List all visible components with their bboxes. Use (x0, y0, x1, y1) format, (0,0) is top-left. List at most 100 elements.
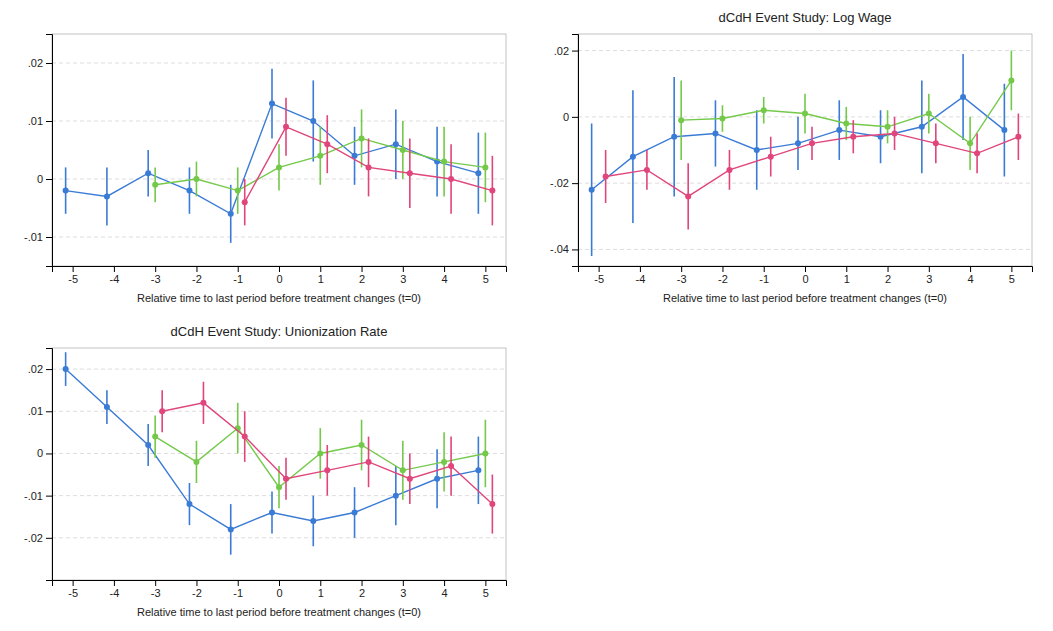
point (802, 111, 808, 117)
x-tick-label: 1 (844, 273, 850, 285)
y-tick-label: -.01 (24, 490, 43, 502)
x-tick: -5 (68, 266, 78, 285)
x-tick: 3 (400, 580, 406, 599)
x-tick-mark (1011, 266, 1012, 272)
point (324, 467, 330, 473)
y-axis-line (572, 35, 579, 267)
x-tick-mark (196, 266, 197, 272)
series-line (606, 133, 1019, 196)
point (186, 501, 192, 507)
x-tick: 5 (483, 266, 489, 285)
series (159, 382, 495, 534)
x-tick-label: -2 (718, 273, 728, 285)
point (712, 130, 718, 136)
x-tick-label: -3 (151, 587, 161, 599)
point (324, 141, 330, 147)
series (63, 352, 482, 554)
y-tick-mark (46, 369, 52, 370)
x-tick-mark (196, 580, 197, 586)
x-tick-label: 2 (359, 587, 365, 599)
point (960, 94, 966, 100)
point (441, 159, 447, 165)
x-tick-mark (485, 266, 486, 272)
y-tick-mark (46, 496, 52, 497)
series-line (66, 369, 479, 529)
x-tick: 5 (483, 580, 489, 599)
x-tick: 3 (926, 266, 932, 285)
y-tick-label: 0 (37, 173, 43, 185)
point (235, 188, 241, 194)
y-tick: .01 (28, 115, 52, 127)
y-axis: -.04-.020.02 (550, 35, 578, 267)
point (441, 459, 447, 465)
point (926, 111, 932, 117)
y-tick-mark (46, 453, 52, 454)
point (754, 147, 760, 153)
point (283, 124, 289, 130)
point (310, 118, 316, 124)
x-tick-mark (362, 266, 363, 272)
chart-title: dCdH Event Study: Log Wage (719, 10, 892, 25)
point (63, 366, 69, 372)
x-tick: -2 (192, 580, 202, 599)
point (768, 154, 774, 160)
point (104, 404, 110, 410)
grid-line (52, 369, 506, 370)
x-tick: -2 (718, 266, 728, 285)
x-tick-mark (888, 266, 889, 272)
point (1001, 127, 1007, 133)
x-tick: 4 (442, 580, 448, 599)
panel: -5-4-3-2-1012345-.04-.020.02dCdH Event S… (550, 10, 1032, 304)
y-tick-label: .02 (28, 363, 43, 375)
point (359, 135, 365, 141)
y-tick: -.02 (550, 177, 578, 189)
y-tick-label: -.02 (550, 177, 569, 189)
x-tick-label: -2 (192, 587, 202, 599)
point (145, 442, 151, 448)
x-tick-mark (114, 580, 115, 586)
point (242, 199, 248, 205)
marks (63, 352, 496, 554)
grid-line (52, 411, 506, 412)
x-tick-label: 0 (802, 273, 808, 285)
point (836, 127, 842, 133)
y-tick: -.01 (24, 490, 52, 502)
x-tick-mark (444, 580, 445, 586)
point (967, 140, 973, 146)
x-tick-label: 5 (483, 273, 489, 285)
point (193, 176, 199, 182)
point (1015, 134, 1021, 140)
y-tick: .01 (28, 405, 52, 417)
grid-line (52, 237, 506, 238)
point (475, 170, 481, 176)
plot-area: -5-4-3-2-1012345-.04-.020.02 (550, 34, 1032, 285)
series (63, 69, 482, 243)
x-axis: -5-4-3-2-1012345 (53, 266, 507, 285)
x-tick-label: -4 (110, 587, 120, 599)
x-tick-label: -1 (233, 587, 243, 599)
x-tick-mark (279, 266, 280, 272)
x-tick: -5 (594, 266, 604, 285)
point (359, 442, 365, 448)
plot-frame (52, 34, 506, 266)
point (366, 459, 372, 465)
x-tick: 4 (442, 266, 448, 285)
x-tick: 1 (318, 580, 324, 599)
point (200, 400, 206, 406)
point (242, 434, 248, 440)
y-tick: .02 (28, 363, 52, 375)
x-tick-label: -5 (68, 273, 78, 285)
x-tick-label: 0 (276, 587, 282, 599)
point (719, 116, 725, 122)
x-tick-label: -5 (68, 587, 78, 599)
point (671, 134, 677, 140)
y-tick-label: 0 (37, 447, 43, 459)
x-tick: 5 (1009, 266, 1015, 285)
x-tick-label: -3 (151, 273, 161, 285)
x-axis: -5 -4 -3 -2 -1 0 1 2 3 4 5 (53, 580, 507, 599)
x-tick-mark (599, 266, 600, 272)
x-tick: -3 (677, 266, 687, 285)
x-tick-label: 4 (442, 273, 448, 285)
y-tick-mark (46, 237, 52, 238)
point (269, 510, 275, 516)
